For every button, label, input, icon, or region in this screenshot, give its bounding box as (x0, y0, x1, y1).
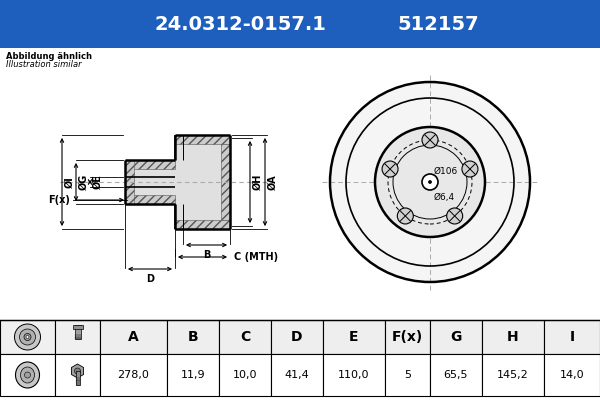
Text: A: A (128, 330, 139, 344)
Bar (219, 354, 271, 396)
Bar (430, 320, 482, 354)
Ellipse shape (16, 362, 40, 388)
Bar (55, 320, 100, 354)
Bar (74, 325, 80, 339)
Circle shape (382, 161, 398, 177)
Text: 145,2: 145,2 (497, 370, 529, 380)
Bar (175, 135, 230, 229)
Text: C (MTH): C (MTH) (234, 252, 278, 262)
Circle shape (74, 368, 80, 374)
Text: 65,5: 65,5 (444, 370, 468, 380)
Text: ØA: ØA (268, 174, 278, 190)
Bar (271, 320, 323, 354)
Bar (385, 354, 430, 396)
Text: H: H (507, 330, 519, 344)
Bar (125, 160, 134, 204)
Text: ØI: ØI (65, 176, 75, 188)
Text: ØH: ØH (253, 174, 263, 190)
Bar (73, 325, 83, 329)
Bar (221, 144, 230, 220)
Bar (544, 354, 600, 396)
Bar (100, 320, 167, 354)
Text: I: I (569, 330, 575, 344)
Bar (167, 320, 219, 354)
Circle shape (19, 329, 35, 345)
Bar (482, 320, 544, 354)
Bar (100, 354, 167, 396)
Text: B: B (203, 250, 210, 260)
Circle shape (375, 127, 485, 237)
Circle shape (422, 174, 438, 190)
Text: 110,0: 110,0 (338, 370, 370, 380)
Bar (0, 354, 55, 396)
Bar (167, 354, 219, 396)
Text: 24.0312-0157.1: 24.0312-0157.1 (154, 14, 326, 34)
Circle shape (25, 372, 31, 378)
Bar (55, 354, 100, 396)
Circle shape (397, 208, 413, 224)
Bar (125, 160, 175, 204)
Text: ØE: ØE (93, 174, 103, 190)
Bar (323, 320, 385, 354)
Text: D: D (146, 274, 154, 284)
Text: ØG: ØG (79, 174, 89, 190)
Circle shape (446, 208, 463, 224)
Text: Ø6,4: Ø6,4 (434, 193, 455, 202)
Circle shape (26, 336, 29, 338)
Ellipse shape (20, 367, 35, 383)
Text: Illustration similar: Illustration similar (6, 60, 82, 69)
Text: 14,0: 14,0 (560, 370, 584, 380)
Bar (0, 320, 55, 354)
Text: 5: 5 (404, 370, 411, 380)
Text: D: D (291, 330, 303, 344)
Text: 10,0: 10,0 (233, 370, 257, 380)
Circle shape (422, 132, 438, 148)
Text: 41,4: 41,4 (284, 370, 310, 380)
Text: 11,9: 11,9 (181, 370, 205, 380)
Text: G: G (451, 330, 461, 344)
Bar (219, 320, 271, 354)
Text: Ø106: Ø106 (434, 167, 458, 176)
Bar (430, 354, 482, 396)
Circle shape (330, 82, 530, 282)
Bar (482, 354, 544, 396)
Text: F(x): F(x) (392, 330, 423, 344)
Text: 278,0: 278,0 (118, 370, 149, 380)
Bar (544, 320, 600, 354)
Bar (385, 320, 430, 354)
Text: F(x): F(x) (48, 195, 70, 205)
Text: C: C (240, 330, 250, 344)
Bar (175, 135, 230, 144)
Circle shape (24, 334, 31, 340)
Bar (125, 160, 175, 169)
Bar (125, 195, 175, 204)
Bar (175, 220, 230, 229)
Circle shape (14, 324, 41, 350)
Text: Abbildung ähnlich: Abbildung ähnlich (6, 52, 92, 61)
Circle shape (428, 180, 431, 184)
Circle shape (462, 161, 478, 177)
Bar (76, 371, 79, 385)
Text: B: B (188, 330, 199, 344)
Bar (271, 354, 323, 396)
Text: 512157: 512157 (397, 14, 479, 34)
Bar (323, 354, 385, 396)
Text: E: E (349, 330, 359, 344)
